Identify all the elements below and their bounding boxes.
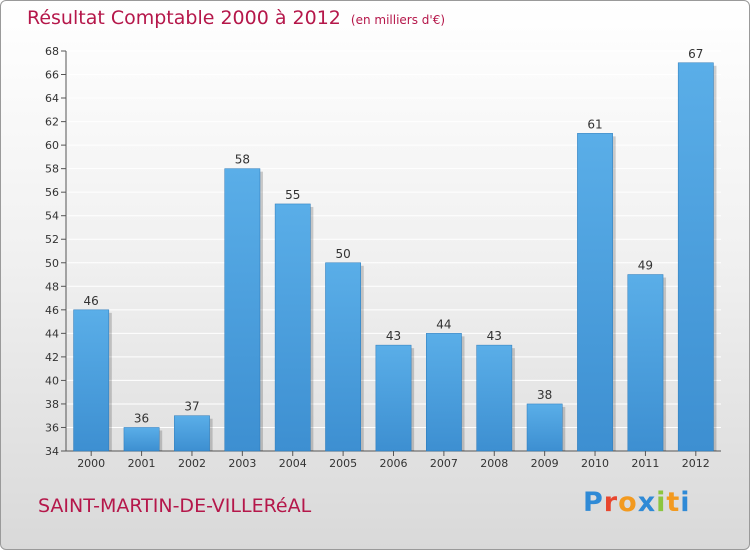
x-tick-label: 2003: [228, 457, 256, 470]
bar-value-label: 44: [436, 317, 451, 331]
bar-value-label: 61: [587, 117, 602, 131]
y-tick-label: 60: [45, 139, 59, 152]
bar-value-label: 55: [285, 188, 300, 202]
proxiti-logo: Proxiti: [583, 487, 691, 518]
bar-value-label: 43: [487, 329, 502, 343]
x-tick-label: 2006: [380, 457, 408, 470]
bar: [476, 344, 513, 452]
y-tick-label: 36: [45, 421, 59, 434]
bar: [73, 309, 110, 452]
chart-title-text: Résultat Comptable 2000 à 2012: [27, 7, 341, 29]
y-tick-label: 50: [45, 257, 59, 270]
logo-letter: i: [656, 487, 667, 518]
bar: [174, 415, 210, 452]
logo-letter: x: [637, 487, 657, 518]
x-tick-label: 2008: [480, 457, 508, 470]
y-tick-label: 62: [45, 116, 59, 129]
bar: [325, 262, 362, 452]
chart-title: Résultat Comptable 2000 à 2012 (en millie…: [27, 7, 445, 29]
logo-letter: P: [583, 487, 604, 518]
y-tick-label: 48: [45, 280, 59, 293]
x-tick-label: 2011: [631, 457, 659, 470]
bar: [526, 403, 563, 452]
x-tick-label: 2009: [531, 457, 559, 470]
bars: [73, 62, 717, 452]
x-tick-label: 2002: [178, 457, 206, 470]
x-tick-label: 2012: [682, 457, 710, 470]
y-tick-label: 54: [45, 210, 59, 223]
bar: [627, 274, 664, 452]
x-tick-label: 2000: [77, 457, 105, 470]
y-tick-label: 46: [45, 304, 59, 317]
chart-unit: (en milliers d'€): [350, 13, 446, 27]
y-tick-label: 64: [45, 92, 59, 105]
bar-value-label: 43: [386, 329, 401, 343]
y-tick-label: 66: [45, 69, 59, 82]
bar: [375, 344, 412, 452]
bar-value-label: 49: [638, 259, 653, 273]
y-tick-label: 38: [45, 398, 59, 411]
y-tick-label: 68: [45, 45, 59, 58]
bar: [123, 427, 160, 452]
bar-value-label: 36: [134, 411, 149, 425]
x-tick-label: 2004: [279, 457, 307, 470]
commune-name: SAINT-MARTIN-DE-VILLERéAL: [38, 495, 312, 517]
x-tick-label: 2007: [430, 457, 458, 470]
bar: [224, 168, 261, 452]
y-tick-label: 56: [45, 186, 59, 199]
bar: [426, 333, 462, 452]
logo-letter: r: [603, 487, 619, 518]
bar: [677, 62, 714, 452]
y-tick-label: 34: [45, 445, 59, 458]
y-tick-label: 42: [45, 351, 59, 364]
x-axis: 2000 2001 2002 2003 2004 2005 2006 2007 2008 2009…: [77, 451, 710, 470]
bar-value-label: 67: [688, 47, 703, 61]
bar-value-label: 37: [184, 400, 199, 414]
y-tick-label: 52: [45, 233, 59, 246]
y-tick-label: 44: [45, 327, 59, 340]
y-tick-label: 58: [45, 163, 59, 176]
y-tick-label: 40: [45, 374, 59, 387]
bar: [577, 133, 613, 452]
bar-value-label: 58: [235, 153, 250, 167]
logo-letter: o: [618, 487, 638, 518]
x-tick-label: 2005: [329, 457, 357, 470]
value-labels: 46 36 37 58 55 50 43 44 43 38 61 49 67: [84, 47, 704, 426]
bar-value-label: 46: [84, 294, 99, 308]
bar-value-label: 50: [335, 247, 350, 261]
logo-letter: t: [666, 487, 681, 518]
logo-letter: i: [680, 487, 691, 518]
bar: [274, 203, 311, 452]
x-tick-label: 2001: [128, 457, 156, 470]
x-tick-label: 2010: [581, 457, 609, 470]
bar-value-label: 38: [537, 388, 552, 402]
